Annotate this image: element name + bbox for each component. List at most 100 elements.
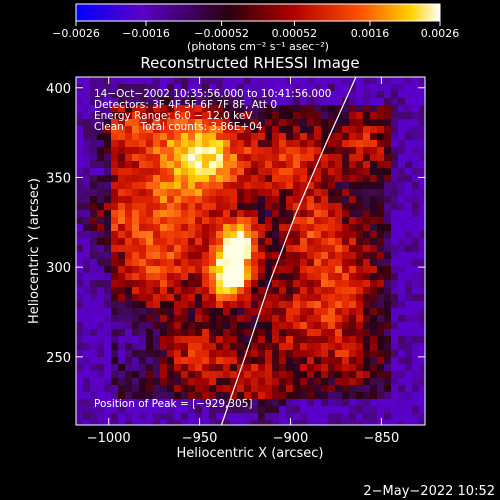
heatmap-cell <box>174 217 181 224</box>
heatmap-cell <box>377 322 384 329</box>
heatmap-cell <box>118 112 125 119</box>
heatmap-cell <box>293 392 300 399</box>
heatmap-cell <box>237 301 244 308</box>
heatmap-cell <box>272 392 279 399</box>
heatmap-cell <box>321 112 328 119</box>
heatmap-cell <box>370 371 377 378</box>
heatmap-cell <box>202 161 209 168</box>
heatmap-cell <box>356 392 363 399</box>
heatmap-cell <box>293 364 300 371</box>
heatmap-cell <box>160 385 167 392</box>
heatmap-cell <box>265 133 272 140</box>
heatmap-cell <box>132 84 139 91</box>
heatmap-cell <box>398 196 405 203</box>
heatmap-cell <box>125 350 132 357</box>
heatmap-cell <box>412 203 419 210</box>
heatmap-cell <box>265 301 272 308</box>
heatmap-cell <box>244 315 251 322</box>
heatmap-cell <box>118 357 125 364</box>
heatmap-cell <box>391 371 398 378</box>
heatmap-cell <box>167 392 174 399</box>
heatmap-cell <box>279 371 286 378</box>
heatmap-cell <box>202 315 209 322</box>
heatmap-cell <box>146 294 153 301</box>
heatmap-cell <box>300 315 307 322</box>
heatmap-cell <box>195 154 202 161</box>
heatmap-cell <box>356 273 363 280</box>
heatmap-cell <box>132 259 139 266</box>
heatmap-cell <box>293 343 300 350</box>
heatmap-cell <box>370 105 377 112</box>
heatmap-cell <box>97 77 104 84</box>
heatmap-cell <box>405 112 412 119</box>
heatmap-cell <box>272 322 279 329</box>
heatmap-cell <box>258 91 265 98</box>
heatmap-cell <box>139 182 146 189</box>
heatmap-cell <box>209 154 216 161</box>
heatmap-cell <box>237 266 244 273</box>
heatmap-cell <box>76 287 83 294</box>
heatmap-cell <box>377 329 384 336</box>
heatmap-cell <box>342 385 349 392</box>
heatmap-cell <box>342 245 349 252</box>
heatmap-cell <box>251 161 258 168</box>
heatmap-cell <box>209 343 216 350</box>
heatmap-cell <box>90 273 97 280</box>
heatmap-cell <box>153 133 160 140</box>
heatmap-cell <box>118 371 125 378</box>
heatmap-cell <box>398 385 405 392</box>
heatmap-cell <box>279 308 286 315</box>
heatmap-cell <box>300 364 307 371</box>
heatmap-cell <box>111 210 118 217</box>
heatmap-cell <box>363 357 370 364</box>
heatmap-cell <box>335 91 342 98</box>
heatmap-cell <box>377 175 384 182</box>
heatmap-cell <box>384 357 391 364</box>
heatmap-cell <box>265 245 272 252</box>
heatmap-cell <box>307 91 314 98</box>
heatmap-cell <box>251 140 258 147</box>
heatmap-cell <box>321 280 328 287</box>
heatmap-cell <box>188 147 195 154</box>
heatmap-cell <box>90 84 97 91</box>
heatmap-cell <box>188 350 195 357</box>
heatmap-cell <box>230 140 237 147</box>
heatmap-cell <box>419 322 425 329</box>
heatmap-cell <box>258 294 265 301</box>
heatmap-cell <box>342 343 349 350</box>
heatmap-cell <box>195 217 202 224</box>
heatmap-cell <box>412 371 419 378</box>
heatmap-cell <box>97 357 104 364</box>
heatmap-cell <box>160 406 167 413</box>
heatmap-cell <box>335 287 342 294</box>
heatmap-cell <box>251 224 258 231</box>
heatmap-cell <box>237 294 244 301</box>
heatmap-cell <box>125 413 132 420</box>
heatmap-cell <box>83 252 90 259</box>
heatmap-cell <box>174 98 181 105</box>
heatmap-cell <box>251 91 258 98</box>
heatmap-cell <box>160 287 167 294</box>
heatmap-cell <box>132 364 139 371</box>
heatmap-cell <box>321 406 328 413</box>
heatmap-cell <box>111 154 118 161</box>
heatmap-cell <box>314 259 321 266</box>
heatmap-cell <box>279 406 286 413</box>
heatmap-cell <box>167 161 174 168</box>
heatmap-cell <box>342 161 349 168</box>
heatmap-cell <box>167 126 174 133</box>
heatmap-cell <box>83 182 90 189</box>
heatmap-cell <box>377 238 384 245</box>
heatmap-cell <box>391 294 398 301</box>
heatmap-cell <box>195 406 202 413</box>
heatmap-cell <box>279 357 286 364</box>
heatmap-cell <box>216 238 223 245</box>
heatmap-cell <box>90 112 97 119</box>
heatmap-cell <box>139 77 146 84</box>
heatmap-cell <box>83 273 90 280</box>
heatmap-cell <box>286 378 293 385</box>
heatmap-cell <box>286 266 293 273</box>
heatmap-cell <box>160 343 167 350</box>
heatmap-cell <box>237 210 244 217</box>
